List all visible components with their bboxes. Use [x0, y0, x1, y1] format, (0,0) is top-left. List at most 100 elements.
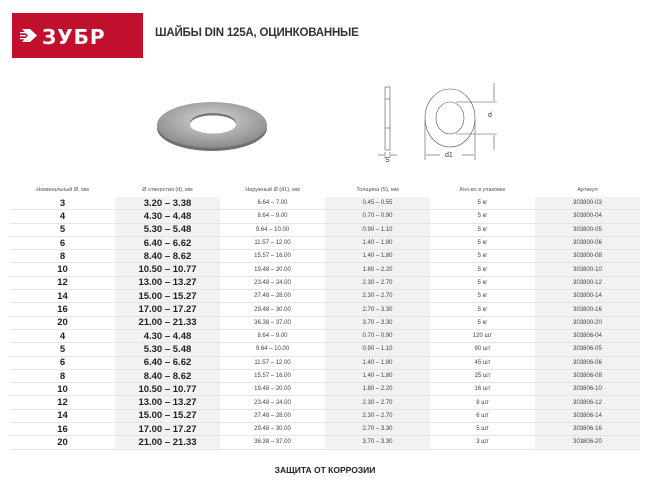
table-cell: 303800-12	[535, 276, 640, 291]
table-cell: 3.70 – 3.30	[325, 435, 430, 450]
table-row: 5 5.30 – 5.48 9.64 – 10.00 0.90 – 1.10 90 шт…	[10, 342, 640, 357]
specs-table: Номинальный Ø, мм Ø отверстия (d), мм Нару…	[10, 183, 640, 450]
column-header: Артикул	[577, 187, 598, 193]
table-cell: 4.30 – 4.48	[115, 329, 220, 344]
table-row: 12 13.00 – 13.27 23.48 – 24.00 2.30 – 2.70 5…	[10, 276, 640, 291]
table-cell: 17.00 – 17.27	[115, 422, 220, 437]
table-cell: 6	[10, 356, 115, 370]
table-cell: 2.30 – 2.70	[325, 289, 430, 304]
table-row: 10 10.50 – 10.77 19.48 – 20.00 1.80 – 2.20 1…	[10, 382, 640, 397]
table-cell: 303800-14	[535, 289, 640, 304]
table-cell: 8.40 – 8.62	[115, 249, 220, 264]
table-cell: 16	[10, 422, 115, 437]
table-cell: 21.00 – 21.33	[115, 316, 220, 330]
table-cell: 1.40 – 1.80	[325, 356, 430, 370]
column-header: Наружный Ø (d1), мм	[245, 187, 300, 193]
table-cell: 3.20 – 3.38	[115, 197, 220, 211]
table-cell: 2.70 – 3.30	[325, 302, 430, 317]
table-cell: 5 кг	[430, 289, 535, 304]
table-cell: 21.00 – 21.33	[115, 435, 220, 450]
table-cell: 5 кг	[430, 276, 535, 291]
table-cell: 19.48 – 20.00	[220, 382, 325, 397]
table-cell: 2.30 – 2.70	[325, 409, 430, 424]
table-cell: 19.48 – 20.00	[220, 262, 325, 277]
table-row: 20 21.00 – 21.33 36.38 – 37.00 3.70 – 3.30 3…	[10, 435, 640, 450]
table-cell: 29.48 – 30.00	[220, 422, 325, 437]
table-row: 20 21.00 – 21.33 36.38 – 37.00 3.70 – 3.30 5…	[10, 316, 640, 330]
table-cell: 15.57 – 16.00	[220, 369, 325, 384]
table-cell: 6 шт	[430, 409, 535, 424]
table-cell: 9.64 – 10.00	[220, 342, 325, 357]
table-cell: 90 шт	[430, 342, 535, 357]
table-cell: 4	[10, 329, 115, 344]
table-cell: 303800-06	[535, 236, 640, 251]
table-cell: 36.38 – 37.00	[220, 435, 325, 450]
table-cell: 303806-05	[535, 342, 640, 357]
table-cell: 5.30 – 5.48	[115, 223, 220, 237]
table-row: 5 5.30 – 5.48 9.64 – 10.00 0.90 – 1.10 5 кг 3…	[10, 223, 640, 237]
table-row: 14 15.00 – 15.27 27.48 – 28.00 2.30 – 2.70 6…	[10, 409, 640, 424]
table-cell: 20	[10, 435, 115, 450]
table-cell: 20	[10, 316, 115, 330]
table-cell: 303800-10	[535, 262, 640, 277]
table-cell: 0.90 – 1.10	[325, 342, 430, 357]
table-cell: 12	[10, 395, 115, 410]
column-header: Толщина (S), мм	[356, 187, 399, 193]
table-cell: 303806-16	[535, 422, 640, 437]
table-cell: 10.50 – 10.77	[115, 262, 220, 277]
table-cell: 5 кг	[430, 262, 535, 277]
table-cell: 5 кг	[430, 236, 535, 251]
washer-photo	[157, 102, 267, 151]
table-cell: 5 кг	[430, 209, 535, 224]
table-row: 8 8.40 – 8.62 15.57 – 16.00 1.40 – 1.80 5 кг…	[10, 249, 640, 264]
table-cell: 8.64 – 9.00	[220, 329, 325, 344]
table-cell: 5 шт	[430, 422, 535, 437]
table-cell: 303806-20	[535, 435, 640, 450]
table-cell: 303800-03	[535, 197, 640, 211]
table-row: 16 17.00 – 17.27 29.48 – 30.00 2.70 – 3.30 5…	[10, 302, 640, 317]
table-row: 16 17.00 – 17.27 29.48 – 30.00 2.70 – 3.30 5…	[10, 422, 640, 437]
label-s: S	[385, 157, 390, 164]
table-cell: 5 кг	[430, 197, 535, 211]
table-cell: 4	[10, 209, 115, 224]
table-cell: 4.30 – 4.48	[115, 209, 220, 224]
table-cell: 1.40 – 1.80	[325, 236, 430, 251]
table-cell: 14	[10, 409, 115, 424]
table-row: 8 8.40 – 8.62 15.57 – 16.00 1.40 – 1.80 25 ш…	[10, 369, 640, 384]
table-cell: 303806-08	[535, 369, 640, 384]
table-cell: 16	[10, 302, 115, 317]
table-cell: 5 кг	[430, 223, 535, 237]
table-cell: 6.40 – 6.62	[115, 356, 220, 370]
table-cell: 0.70 – 0.90	[325, 209, 430, 224]
table-cell: 8	[10, 249, 115, 264]
svg-text:ЗУБР: ЗУБР	[42, 25, 106, 49]
table-cell: 10	[10, 262, 115, 277]
table-cell: 303806-10	[535, 382, 640, 397]
column-header: Номинальный Ø, мм	[36, 187, 89, 193]
table-cell: 10.50 – 10.77	[115, 382, 220, 397]
table-cell: 5 кг	[430, 249, 535, 264]
table-cell: 15.00 – 15.27	[115, 289, 220, 304]
table-cell: 11.57 – 12.00	[220, 236, 325, 251]
label-d1: d1	[445, 152, 453, 159]
table-cell: 8	[10, 369, 115, 384]
table-cell: 1.40 – 1.80	[325, 249, 430, 264]
table-cell: 1.40 – 1.80	[325, 369, 430, 384]
table-cell: 5	[10, 223, 115, 237]
table-cell: 303800-20	[535, 316, 640, 330]
table-cell: 17.00 – 17.27	[115, 302, 220, 317]
table-cell: 0.90 – 1.10	[325, 223, 430, 237]
table-cell: 36.38 – 37.00	[220, 316, 325, 330]
table-cell: 303800-08	[535, 249, 640, 264]
table-cell: 303800-04	[535, 209, 640, 224]
washer-diagram: d d1 S	[378, 83, 497, 164]
table-cell: 120 шт	[430, 329, 535, 344]
table-cell: 15.57 – 16.00	[220, 249, 325, 264]
table-cell: 0.45 – 0.55	[325, 197, 430, 211]
table-cell: 6.40 – 6.62	[115, 236, 220, 251]
table-cell: 2.70 – 3.30	[325, 422, 430, 437]
table-cell: 5	[10, 342, 115, 357]
table-cell: 45 шт	[430, 356, 535, 370]
table-row: 4 4.30 – 4.48 8.64 – 9.00 0.70 – 0.90 5 кг 30…	[10, 209, 640, 224]
table-cell: 11.57 – 12.00	[220, 356, 325, 370]
